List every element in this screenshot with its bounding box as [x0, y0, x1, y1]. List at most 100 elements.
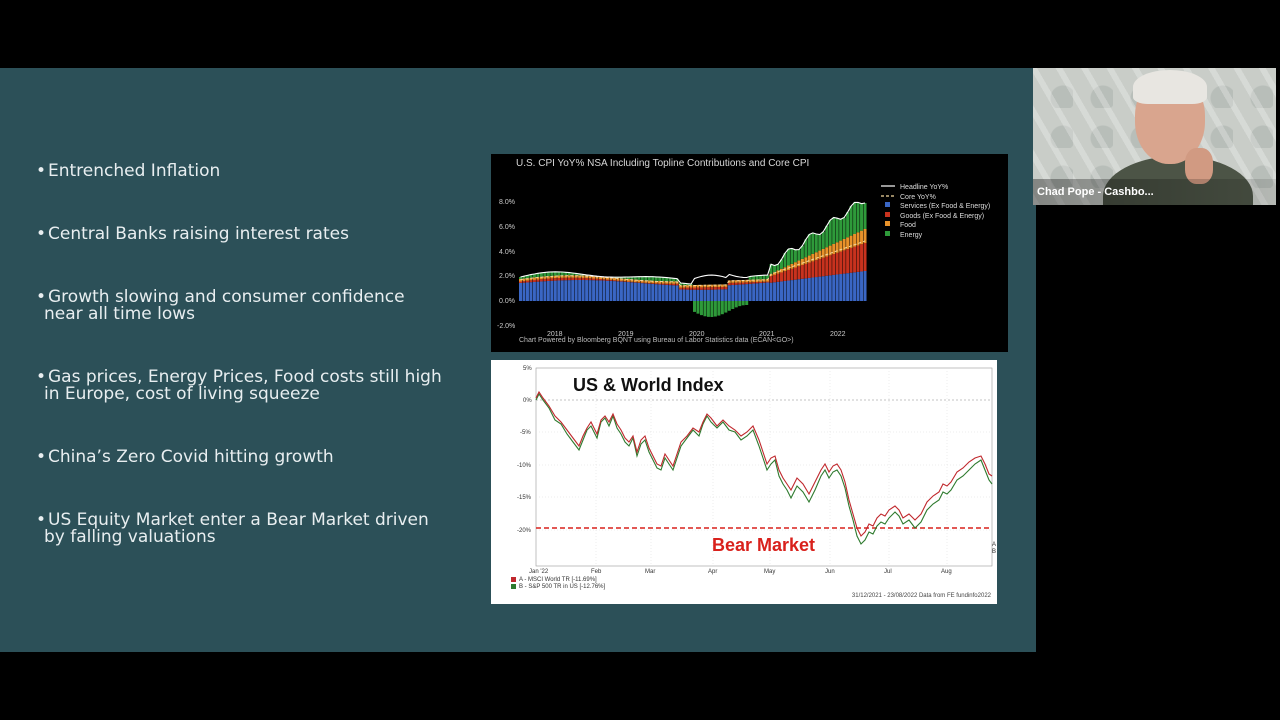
- cpi-bar: [609, 280, 613, 301]
- cpi-bar: [755, 281, 759, 284]
- cpi-bar: [637, 282, 641, 283]
- cpi-bar: [581, 277, 585, 281]
- cpi-bar: [734, 282, 738, 285]
- cpi-bar: [800, 258, 804, 266]
- cpi-bar: [619, 278, 623, 281]
- cpi-bar: [675, 285, 679, 301]
- legend-food: Food: [900, 222, 916, 229]
- cpi-bar: [592, 278, 596, 281]
- cpi-bar: [738, 280, 742, 283]
- cpi-bar: [748, 283, 752, 301]
- legend-services-swatch: [885, 202, 890, 207]
- cpi-bar: [786, 248, 790, 266]
- cpi-bar: [835, 242, 839, 253]
- cpi-bar: [773, 274, 777, 283]
- cpi-bar: [616, 278, 620, 281]
- cpi-bar: [828, 275, 832, 301]
- cpi-ytick: 2.0%: [499, 273, 515, 280]
- cpi-bar: [557, 271, 561, 276]
- cpi-bar: [696, 284, 700, 288]
- cpi-bar: [846, 212, 850, 238]
- cpi-bar: [578, 280, 582, 301]
- cpi-bar: [832, 243, 836, 255]
- cpi-bar: [706, 301, 710, 317]
- cpi-bar: [619, 277, 623, 279]
- cpi-bar: [790, 248, 794, 264]
- cpi-bar: [585, 280, 589, 301]
- bullet-item: • Entrenched Inflation: [36, 161, 221, 181]
- cpi-bar: [592, 280, 596, 301]
- cpi-bar: [832, 217, 836, 244]
- cpi-bar: [849, 235, 853, 248]
- cpi-bar: [571, 277, 575, 281]
- cpi-bar: [640, 282, 644, 284]
- cpi-bar: [539, 281, 543, 301]
- cpi-bar: [672, 285, 676, 301]
- cpi-bar: [675, 278, 679, 282]
- cpi-bar: [567, 280, 571, 301]
- cpi-bar: [773, 265, 777, 273]
- cpi-bar: [842, 250, 846, 274]
- cpi-bar: [717, 284, 721, 288]
- cpi-bar: [672, 283, 676, 286]
- idx-ytick: 0%: [523, 398, 532, 404]
- cpi-bar: [856, 202, 860, 233]
- cpi-bar: [640, 283, 644, 301]
- idx-xtick: Feb: [591, 569, 602, 575]
- cpi-bar: [640, 280, 644, 283]
- cpi-bar: [828, 220, 832, 246]
- cpi-bar: [606, 280, 609, 301]
- cpi-bar: [724, 284, 728, 287]
- series-b-line: [535, 392, 993, 545]
- participant-video-tile[interactable]: Chad Pope - Cashbo...: [1033, 68, 1276, 205]
- cpi-bar: [800, 265, 804, 279]
- cpi-bar: [550, 278, 554, 281]
- cpi-bar: [630, 281, 634, 283]
- cpi-bar: [522, 278, 526, 282]
- cpi-bar: [860, 203, 864, 231]
- cpi-bar: [818, 250, 822, 259]
- cpi-bar: [713, 284, 717, 288]
- cpi-bar: [828, 245, 832, 256]
- cpi-bar: [773, 282, 777, 301]
- cpi-bar: [647, 283, 651, 301]
- cpi-bar: [731, 282, 735, 286]
- cpi-bar: [693, 287, 696, 290]
- cpi-bar: [724, 289, 728, 301]
- cpi-bar: [797, 249, 801, 261]
- cpi-bar: [846, 249, 850, 274]
- cpi-bar: [553, 271, 557, 276]
- cpi-bar: [602, 280, 606, 301]
- legend-swatch: [511, 577, 516, 582]
- cpi-bar: [814, 252, 818, 261]
- cpi-bar: [793, 279, 797, 301]
- cpi-bar: [623, 281, 627, 282]
- cpi-bar: [630, 279, 634, 282]
- presentation-slide: • Entrenched Inflation • Central Banks rai…: [0, 68, 1036, 652]
- legend-headline: Headline YoY%: [900, 184, 948, 191]
- cpi-bar: [539, 272, 543, 277]
- cpi-bar: [612, 277, 616, 281]
- cpi-bar: [654, 283, 658, 285]
- cpi-bar: [846, 237, 850, 250]
- cpi-bar: [543, 272, 547, 277]
- cpi-bar: [571, 275, 575, 278]
- legend-goods: Goods (Ex Food & Energy): [900, 213, 984, 220]
- cpi-bar: [644, 282, 648, 284]
- legend-food-swatch: [885, 221, 890, 226]
- cpi-bar: [546, 281, 550, 301]
- cpi-bar: [807, 262, 811, 278]
- cpi-bar: [703, 287, 707, 290]
- cpi-bar: [821, 231, 825, 249]
- cpi-bar: [686, 285, 690, 288]
- cpi-bar: [539, 276, 543, 280]
- cpi-bar: [717, 287, 721, 290]
- cpi-bar: [675, 283, 679, 286]
- cpi-bar: [752, 279, 756, 283]
- cpi-bar: [553, 275, 557, 279]
- cpi-bar: [647, 280, 651, 284]
- headline-line: [520, 201, 866, 285]
- cpi-bar: [661, 284, 665, 301]
- cpi-bar: [543, 276, 547, 279]
- cpi-bar: [640, 276, 644, 281]
